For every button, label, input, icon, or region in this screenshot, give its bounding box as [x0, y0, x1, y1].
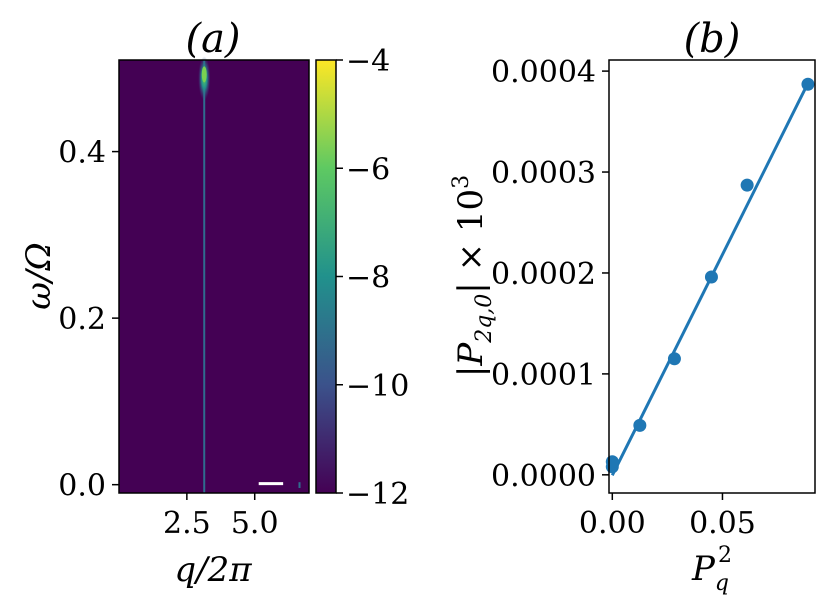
colorbar-tick-label: −8	[346, 261, 390, 296]
scatter-point	[605, 455, 619, 469]
colorbar-tick-label: −6	[346, 152, 390, 187]
panel-a-x-ticks: 2.5 5.0	[163, 493, 279, 541]
panel-a: (a) 2.5 5.0 0.00.20.4 q/2π ω/Ω −4−6−8−10−…	[19, 16, 409, 590]
scatter-point	[801, 77, 815, 91]
panel-a-x-label: q/2π	[174, 550, 252, 590]
colorbar-tick-label: −12	[346, 477, 409, 512]
colorbar	[316, 60, 336, 493]
panel-b-title: (b)	[684, 16, 741, 62]
colorbar-tick-label: −4	[346, 44, 390, 79]
panel-a-x-tick-label: 5.0	[231, 506, 279, 541]
panel-b-x-tick-label: 0.00	[579, 506, 646, 541]
panel-a-y-label: ω/Ω	[19, 242, 59, 309]
colorbar-ticks: −4 −6 −8 −10 −12	[336, 44, 409, 512]
panel-a-y-tick-label: 0.2	[58, 302, 106, 337]
panel-b-x-ticks: 0.00 0.05	[579, 493, 756, 541]
scatter-point	[704, 270, 718, 284]
panel-b-y-tick-label: 0.0003	[491, 156, 596, 191]
scatter-frame	[608, 59, 816, 494]
panel-b-y-ticks: 0.0000 0.0001 0.0002 0.0003 0.0004	[491, 55, 609, 494]
panel-a-x-tick-label: 2.5	[163, 506, 211, 541]
panel-a-y-ticks: 0.0 0.2 0.4	[58, 136, 119, 504]
panel-b-y-tick-label: 0.0002	[491, 257, 596, 292]
heatmap-features	[198, 56, 301, 493]
panel-a-y-tick-label: 0.0	[58, 469, 106, 504]
panel-b-y-tick-label: 0.0000	[491, 459, 596, 494]
heatmap-background	[119, 60, 309, 493]
panel-b-y-label: |P2q,0| × 103	[449, 175, 497, 377]
panel-b: (b) 0.00 0.05 0.00000.00010.00020.00030.0…	[449, 16, 816, 596]
scatter-point	[633, 418, 647, 432]
panel-b-y-tick-label: 0.0004	[491, 55, 596, 90]
scatter-point	[740, 178, 754, 192]
panel-a-title: (a)	[185, 16, 240, 62]
panel-b-x-tick-label: 0.05	[689, 506, 756, 541]
panel-a-y-tick-label: 0.4	[58, 136, 106, 171]
panel-b-y-tick-label: 0.0001	[491, 358, 596, 393]
scatter-point	[667, 352, 681, 366]
peak-core	[201, 66, 207, 83]
colorbar-tick-label: −10	[346, 369, 409, 404]
heatmap-frame	[118, 59, 310, 494]
panel-b-x-label: Pq2	[691, 543, 732, 596]
scatter-points	[605, 77, 815, 474]
